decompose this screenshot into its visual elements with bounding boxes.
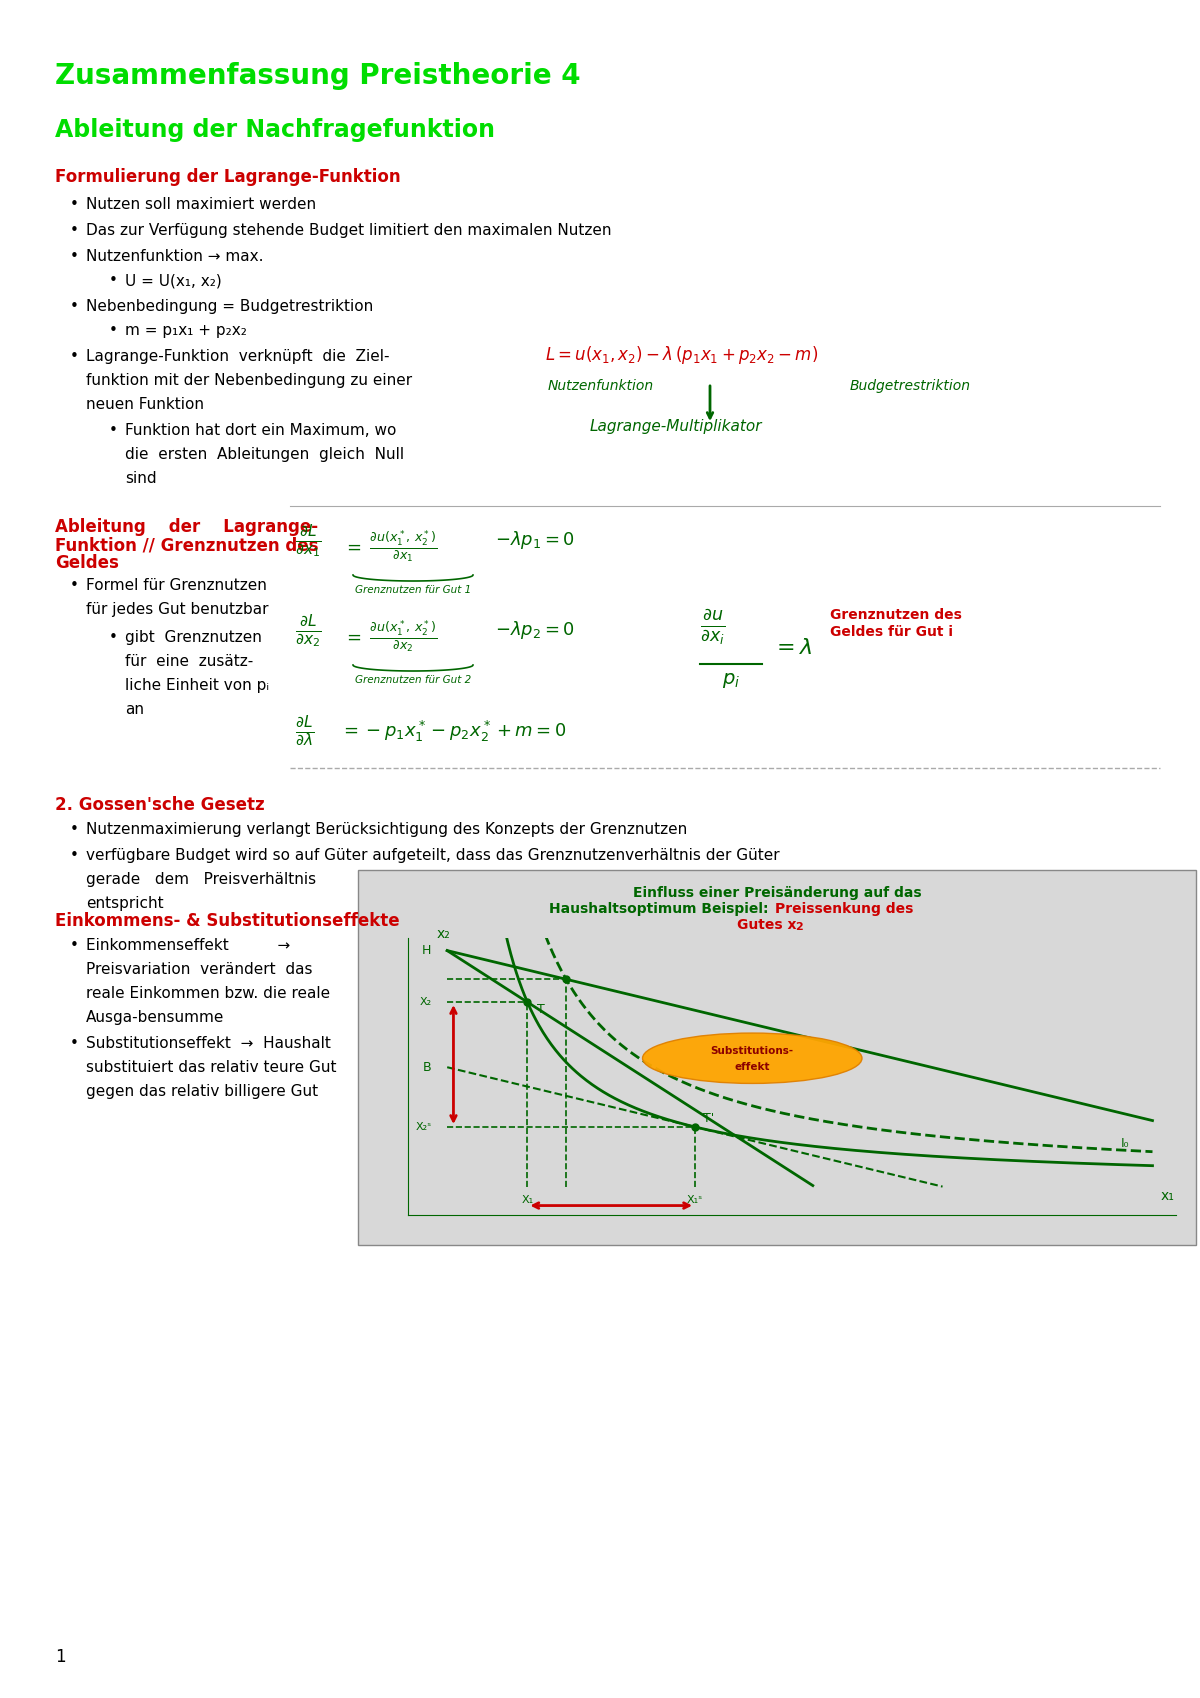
Text: Funktion hat dort ein Maximum, wo: Funktion hat dort ein Maximum, wo (125, 423, 396, 438)
Text: •: • (109, 323, 118, 338)
Text: X₂: X₂ (419, 997, 432, 1007)
Text: für jedes Gut benutzbar: für jedes Gut benutzbar (86, 603, 269, 616)
Text: 1: 1 (55, 1649, 66, 1666)
Text: •: • (70, 197, 79, 212)
Text: •: • (70, 1036, 79, 1051)
Text: verfügbare Budget wird so auf Güter aufgeteilt, dass das Grenznutzenverhältnis d: verfügbare Budget wird so auf Güter aufg… (86, 847, 780, 863)
Text: gegen das relativ billigere Gut: gegen das relativ billigere Gut (86, 1083, 318, 1099)
Text: •: • (70, 250, 79, 263)
Text: Geldes: Geldes (55, 554, 119, 572)
Text: Substitutionseffekt  →  Haushalt: Substitutionseffekt → Haushalt (86, 1036, 331, 1051)
Text: Ableitung    der    Lagrange-: Ableitung der Lagrange- (55, 518, 318, 537)
Text: Einkommens- & Substitutionseffekte: Einkommens- & Substitutionseffekte (55, 912, 400, 931)
Text: an: an (125, 701, 144, 717)
Text: Nutzenfunktion → max.: Nutzenfunktion → max. (86, 250, 264, 263)
Text: Nutzenfunktion: Nutzenfunktion (548, 379, 654, 392)
Text: U = U(x₁, x₂): U = U(x₁, x₂) (125, 273, 222, 289)
Text: •: • (70, 937, 79, 953)
Text: Grenznutzen für Gut 1: Grenznutzen für Gut 1 (355, 586, 472, 594)
Text: $L = u(x_1, x_2) - \lambda\,(p_1 x_1 + p_2 x_2 - m)$: $L = u(x_1, x_2) - \lambda\,(p_1 x_1 + p… (545, 345, 818, 367)
Text: •: • (109, 423, 118, 438)
Text: $\frac{\partial L}{\partial x_1}$: $\frac{\partial L}{\partial x_1}$ (295, 523, 322, 560)
Text: I₀: I₀ (1121, 1138, 1129, 1150)
Text: Formel für Grenznutzen: Formel für Grenznutzen (86, 577, 266, 593)
Text: Preissenkung des: Preissenkung des (775, 902, 913, 915)
Text: $=\;\frac{\partial u(x_1^*,\,x_2^*)}{\partial x_1}$: $=\;\frac{\partial u(x_1^*,\,x_2^*)}{\pa… (343, 530, 437, 565)
Text: Lagrange-Funktion  verknüpft  die  Ziel-: Lagrange-Funktion verknüpft die Ziel- (86, 350, 390, 363)
Text: •: • (70, 350, 79, 363)
Text: 2. Gossen'sche Gesetz: 2. Gossen'sche Gesetz (55, 796, 265, 813)
Text: Geldes für Gut i: Geldes für Gut i (830, 625, 953, 638)
Text: effekt: effekt (734, 1061, 770, 1071)
Text: $p_i$: $p_i$ (722, 671, 740, 689)
Text: entspricht: entspricht (86, 897, 163, 912)
Text: •: • (109, 273, 118, 289)
Text: •: • (70, 822, 79, 837)
Text: für  eine  zusätz-: für eine zusätz- (125, 654, 253, 669)
Text: Grenznutzen für Gut 2: Grenznutzen für Gut 2 (355, 676, 472, 684)
Text: X₂ˢ: X₂ˢ (415, 1122, 432, 1133)
Text: X₁ˢ: X₁ˢ (686, 1194, 703, 1204)
Text: Nutzen soll maximiert werden: Nutzen soll maximiert werden (86, 197, 316, 212)
Text: sind: sind (125, 470, 157, 486)
Text: Haushaltsoptimum Beispiel:: Haushaltsoptimum Beispiel: (548, 902, 773, 915)
Text: die  ersten  Ableitungen  gleich  Null: die ersten Ableitungen gleich Null (125, 447, 404, 462)
Text: $\frac{\partial u}{\partial x_i}$: $\frac{\partial u}{\partial x_i}$ (700, 608, 725, 647)
Text: m = p₁x₁ + p₂x₂: m = p₁x₁ + p₂x₂ (125, 323, 247, 338)
Text: 2: 2 (796, 922, 803, 932)
Text: gibt  Grenznutzen: gibt Grenznutzen (125, 630, 262, 645)
Text: B: B (422, 1061, 432, 1073)
Text: Zusammenfassung Preistheorie 4: Zusammenfassung Preistheorie 4 (55, 63, 581, 90)
Text: x₂: x₂ (437, 927, 450, 941)
Text: Lagrange-Multiplikator: Lagrange-Multiplikator (590, 419, 762, 435)
Text: $=\;\frac{\partial u(x_1^*,\,x_2^*)}{\partial x_2}$: $=\;\frac{\partial u(x_1^*,\,x_2^*)}{\pa… (343, 620, 437, 655)
Text: x₁: x₁ (1160, 1189, 1175, 1204)
Text: $\frac{\partial L}{\partial \lambda}$: $\frac{\partial L}{\partial \lambda}$ (295, 713, 314, 749)
Text: gerade   dem   Preisverhältnis: gerade dem Preisverhältnis (86, 873, 316, 886)
Text: Formulierung der Lagrange-Funktion: Formulierung der Lagrange-Funktion (55, 168, 401, 187)
Text: Nebenbedingung = Budgetrestriktion: Nebenbedingung = Budgetrestriktion (86, 299, 373, 314)
Text: Gutes x: Gutes x (737, 919, 797, 932)
Text: Einfluss einer Preisänderung auf das: Einfluss einer Preisänderung auf das (632, 886, 922, 900)
Text: $= \lambda$: $= \lambda$ (772, 638, 812, 659)
Text: •: • (70, 222, 79, 238)
Text: •: • (70, 847, 79, 863)
Text: Das zur Verfügung stehende Budget limitiert den maximalen Nutzen: Das zur Verfügung stehende Budget limiti… (86, 222, 612, 238)
Text: neuen Funktion: neuen Funktion (86, 397, 204, 413)
Text: Budgetrestriktion: Budgetrestriktion (850, 379, 971, 392)
Text: •: • (109, 630, 118, 645)
Text: liche Einheit von pᵢ: liche Einheit von pᵢ (125, 678, 269, 693)
Text: reale Einkommen bzw. die reale: reale Einkommen bzw. die reale (86, 987, 330, 1002)
Text: Ausga-bensumme: Ausga-bensumme (86, 1010, 224, 1026)
Text: Einkommenseffekt          →: Einkommenseffekt → (86, 937, 290, 953)
Text: T: T (536, 1004, 545, 1015)
Text: substituiert das relativ teure Gut: substituiert das relativ teure Gut (86, 1060, 336, 1075)
Text: funktion mit der Nebenbedingung zu einer: funktion mit der Nebenbedingung zu einer (86, 374, 412, 389)
Text: X₁: X₁ (521, 1194, 534, 1204)
Text: Funktion // Grenznutzen des: Funktion // Grenznutzen des (55, 537, 318, 554)
Bar (358, 869, 1196, 1245)
Text: •: • (70, 299, 79, 314)
Text: $-\lambda p_2 = 0$: $-\lambda p_2 = 0$ (496, 620, 575, 642)
Text: $-\lambda p_1 = 0$: $-\lambda p_1 = 0$ (496, 530, 575, 550)
Text: Grenznutzen des: Grenznutzen des (830, 608, 962, 621)
Text: Preisvariation  verändert  das: Preisvariation verändert das (86, 963, 312, 976)
Text: Ableitung der Nachfragefunktion: Ableitung der Nachfragefunktion (55, 117, 496, 143)
Text: T': T' (703, 1112, 714, 1126)
Text: $= -p_1 x_1^* - p_2 x_2^* + m = 0$: $= -p_1 x_1^* - p_2 x_2^* + m = 0$ (340, 718, 566, 744)
Text: •: • (70, 577, 79, 593)
Text: Substitutions-: Substitutions- (710, 1046, 794, 1056)
Text: Nutzenmaximierung verlangt Berücksichtigung des Konzepts der Grenznutzen: Nutzenmaximierung verlangt Berücksichtig… (86, 822, 688, 837)
Ellipse shape (642, 1032, 862, 1083)
Text: H: H (422, 944, 432, 958)
Text: $\frac{\partial L}{\partial x_2}$: $\frac{\partial L}{\partial x_2}$ (295, 613, 322, 650)
